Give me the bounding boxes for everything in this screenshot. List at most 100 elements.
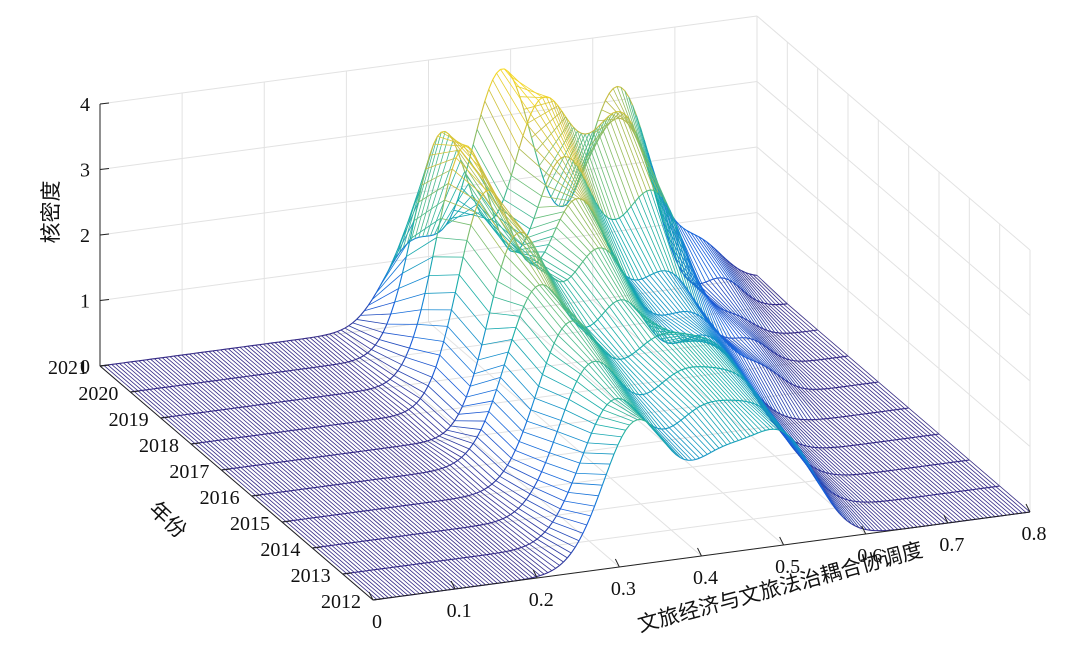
density-curve-2017 (504, 244, 510, 255)
mesh-segment (569, 122, 601, 210)
density-curve-2017 (337, 453, 342, 455)
density-curve-2013 (563, 492, 569, 502)
density-curve-2021 (534, 151, 540, 166)
mesh-segment (733, 265, 765, 304)
mesh-segment (593, 113, 625, 134)
density-curve-2019 (187, 413, 192, 415)
mesh-segment (380, 448, 412, 475)
mesh-segment (662, 333, 694, 368)
density-curve-2012 (597, 485, 603, 497)
z-tick-label: 1 (80, 291, 90, 313)
mesh-segment (716, 367, 748, 402)
density-curve-2016 (341, 482, 346, 485)
mesh-segment (783, 415, 815, 448)
mesh-segment (549, 452, 580, 464)
density-curve-2021 (367, 299, 373, 306)
density-curve-2020 (588, 130, 594, 134)
mesh-segment (716, 305, 748, 339)
density-curve-2018 (315, 426, 320, 428)
mesh-segment (486, 554, 518, 581)
mesh-segment (466, 389, 497, 398)
mesh-segment (567, 205, 599, 249)
density-curve-2019 (389, 375, 395, 380)
density-curve-2021 (449, 209, 455, 219)
density-curve-2020 (141, 389, 146, 391)
mesh-segment (279, 461, 311, 489)
mesh-segment (236, 467, 268, 495)
mesh-segment (531, 110, 563, 138)
x-tick-mark (368, 591, 374, 601)
density-curve-2016 (511, 327, 517, 340)
density-curve-2013 (559, 500, 565, 510)
density-curve-2018 (579, 198, 584, 202)
density-curve-2020 (359, 355, 364, 359)
density-curve-2021 (604, 92, 610, 101)
density-curve-2019 (556, 157, 562, 163)
mesh-segment (498, 519, 530, 545)
mesh-segment (465, 453, 497, 481)
mesh-segment (456, 148, 488, 193)
density-curve-2016 (282, 490, 287, 493)
density-curve-2019 (529, 218, 535, 230)
density-curve-2015 (421, 502, 426, 504)
density-curve-2019 (432, 237, 438, 257)
mesh-segment (298, 489, 329, 517)
mesh-segment (294, 339, 325, 367)
mesh-segment (227, 378, 259, 406)
density-curve-2021 (329, 332, 334, 335)
density-curve-2019 (288, 399, 293, 402)
mesh-segment (464, 171, 496, 220)
mesh-segment (718, 334, 750, 385)
density-curve-2018 (307, 427, 312, 429)
density-curve-2013 (381, 567, 386, 570)
mesh-segment (192, 383, 224, 410)
mesh-segment (327, 545, 359, 573)
mesh-segment (603, 214, 635, 281)
mesh-segment (930, 434, 962, 462)
density-curve-2013 (424, 561, 429, 564)
mesh-segment (694, 234, 726, 279)
density-curve-2018 (225, 438, 230, 440)
density-curve-2017 (376, 448, 381, 450)
mesh-segment (273, 372, 305, 400)
density-curve-2017 (574, 266, 580, 273)
density-curve-2016 (535, 284, 540, 288)
mesh-segment (427, 562, 459, 589)
density-curve-2016 (496, 377, 501, 390)
mesh-segment (726, 342, 758, 395)
density-curve-2021 (410, 238, 416, 242)
density-curve-2014 (949, 461, 954, 464)
density-curve-2021 (232, 347, 237, 349)
density-curve-2016 (846, 415, 851, 417)
density-curve-2013 (707, 401, 713, 404)
x-tick-mark (614, 558, 620, 568)
density-curve-2021 (336, 329, 342, 333)
density-curve-2013 (466, 556, 472, 558)
mesh-segment (953, 461, 985, 489)
density-curve-2021 (325, 333, 330, 336)
density-curve-2019 (381, 381, 387, 385)
mesh-segment (263, 494, 294, 521)
density-curve-2014 (494, 519, 500, 523)
density-curve-2019 (238, 406, 243, 409)
density-curve-2017 (427, 439, 432, 442)
density-curve-2021 (546, 188, 552, 198)
mesh-segment (362, 390, 394, 417)
mesh-segment (578, 266, 610, 307)
density-curve-2015 (545, 352, 551, 364)
density-curve-2012 (532, 576, 537, 579)
mesh-segment (297, 519, 329, 547)
mesh-segment (424, 562, 455, 590)
density-curve-2020 (370, 344, 376, 350)
mesh-segment (290, 340, 322, 367)
mesh-segment (828, 358, 860, 385)
mesh-segment (402, 144, 434, 248)
density-curve-2013 (447, 558, 452, 561)
mesh-segment (969, 459, 1000, 487)
mesh-segment (389, 378, 421, 399)
density-curve-2021 (201, 351, 206, 354)
mesh-segment (336, 484, 368, 511)
mesh-segment (413, 199, 445, 221)
mesh-segment (379, 339, 410, 349)
mesh-segment (393, 375, 425, 394)
